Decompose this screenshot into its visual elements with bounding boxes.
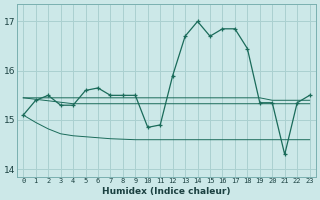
X-axis label: Humidex (Indice chaleur): Humidex (Indice chaleur) [102,187,231,196]
